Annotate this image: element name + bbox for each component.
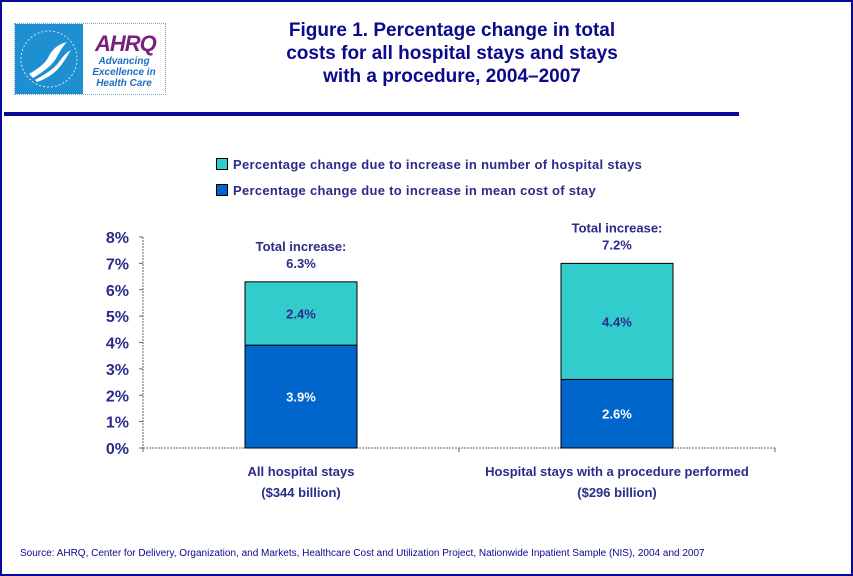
bar-segment-num-stays <box>244 281 358 346</box>
chart-legend: Percentage change due to increase in num… <box>216 151 642 203</box>
legend-label-stays: Percentage change due to increase in num… <box>233 156 643 172</box>
bar-segment-mean-cost <box>560 378 674 449</box>
hhs-eagle-seal-icon <box>15 24 83 94</box>
legend-label-cost: Percentage change due to increase in mea… <box>233 182 596 198</box>
bar-segment-label: 3.9% <box>286 390 316 405</box>
total-increase-value: 7.2% <box>602 237 632 252</box>
y-tick-label: 0% <box>106 441 129 458</box>
legend-item-stays: Percentage change due to increase in num… <box>216 151 642 177</box>
y-tick-label: 8% <box>106 230 129 247</box>
figure-title: Figure 1. Percentage change in total cos… <box>242 19 662 88</box>
x-category-sublabel: ($296 billion) <box>577 485 656 500</box>
ahrq-tagline: Advancing Excellence in Health Care <box>83 56 165 89</box>
y-tick-label: 4% <box>106 336 129 353</box>
x-category-label: Hospital stays with a procedure performe… <box>485 464 749 479</box>
y-tick-label: 2% <box>106 388 129 405</box>
legend-swatch-cost <box>216 184 228 196</box>
title-line: with a procedure, 2004–2007 <box>323 66 581 87</box>
tagline-line: Health Care <box>96 78 152 89</box>
bar-segment-mean-cost <box>244 344 358 449</box>
x-category-label: All hospital stays <box>248 464 355 479</box>
tagline-line: Advancing <box>98 56 150 67</box>
y-tick-label: 7% <box>106 256 129 273</box>
y-tick-label: 3% <box>106 362 129 379</box>
ahrq-logo: AHRQ Advancing Excellence in Health Care <box>14 23 166 95</box>
y-tick-label: 5% <box>106 309 129 326</box>
bar-segment-label: 2.6% <box>602 407 632 422</box>
bar-segment-num-stays <box>560 262 674 380</box>
total-increase-label: Total increase: <box>572 220 663 235</box>
bar-segment-label: 4.4% <box>602 314 632 329</box>
y-tick-label: 1% <box>106 415 129 432</box>
x-category-sublabel: ($344 billion) <box>261 485 340 500</box>
bar-segment-label: 2.4% <box>286 306 316 321</box>
y-tick-label: 6% <box>106 283 129 300</box>
total-increase-label: Total increase: <box>256 239 347 254</box>
title-line: costs for all hospital stays and stays <box>286 43 618 64</box>
ahrq-wordmark: AHRQ <box>95 31 157 56</box>
source-note: Source: AHRQ, Center for Delivery, Organ… <box>20 548 705 559</box>
legend-swatch-stays <box>216 158 228 170</box>
legend-item-cost: Percentage change due to increase in mea… <box>216 177 642 203</box>
title-line: Figure 1. Percentage change in total <box>288 20 616 41</box>
tagline-line: Excellence in <box>92 67 156 78</box>
total-increase-value: 6.3% <box>286 256 316 271</box>
header-divider <box>4 112 739 116</box>
